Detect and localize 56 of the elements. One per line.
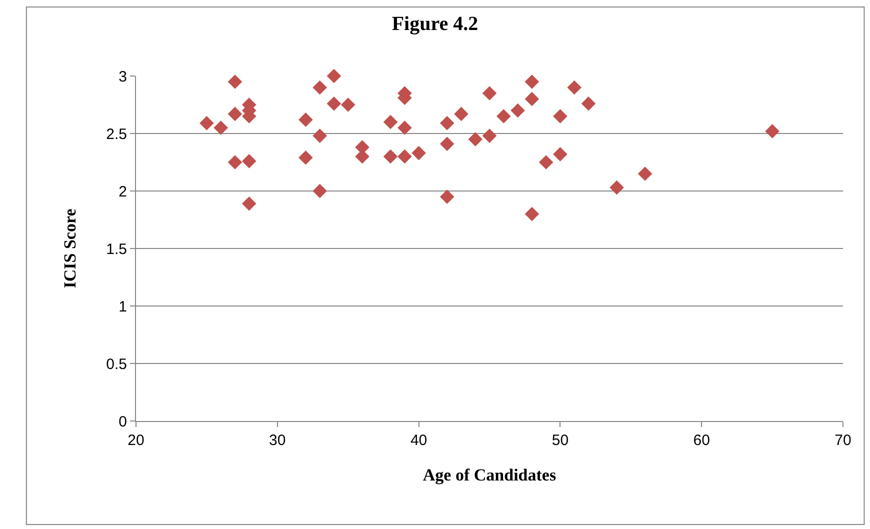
point — [538, 155, 554, 170]
point — [228, 106, 242, 122]
point — [468, 132, 483, 146]
y-tick-label: 1 — [118, 298, 127, 316]
point — [298, 112, 313, 127]
point — [326, 68, 342, 84]
y-tick-label: 0.5 — [106, 356, 127, 373]
point — [567, 80, 582, 95]
point — [200, 116, 214, 130]
y-tick-label: 1.5 — [106, 240, 127, 258]
x-tick-label: 30 — [269, 432, 286, 449]
point — [440, 116, 454, 130]
point — [440, 190, 454, 204]
y-tick-label: 3 — [118, 68, 127, 86]
point — [298, 150, 313, 165]
point — [312, 184, 327, 198]
point — [398, 149, 412, 164]
x-tick-label: 50 — [552, 432, 569, 449]
y-axis-title: ICIS Score — [60, 208, 80, 288]
point — [242, 196, 256, 211]
point — [383, 114, 398, 130]
chart-title: Figure 4.2 — [392, 12, 478, 35]
point — [524, 206, 540, 222]
y-tick-label: 0 — [118, 413, 127, 430]
point — [326, 96, 342, 111]
point — [524, 92, 540, 106]
x-tick-label: 70 — [834, 432, 852, 449]
point — [454, 106, 468, 122]
y-tick-label: 2.5 — [106, 126, 127, 143]
x-tick-label: 60 — [693, 432, 710, 449]
point — [228, 74, 242, 89]
y-tick-label: 2 — [118, 183, 127, 200]
point — [638, 166, 652, 181]
point — [610, 180, 624, 195]
point — [581, 96, 596, 111]
point — [496, 109, 511, 124]
point — [524, 74, 540, 89]
point — [383, 149, 398, 164]
point — [312, 128, 327, 143]
point — [412, 146, 426, 160]
point — [340, 98, 356, 112]
point — [214, 120, 228, 135]
point — [312, 80, 327, 95]
x-tick-label: 20 — [128, 432, 144, 449]
point — [398, 120, 412, 135]
point — [765, 124, 780, 138]
point — [482, 86, 497, 100]
point — [242, 154, 256, 168]
point — [440, 136, 454, 151]
point — [553, 147, 568, 162]
point — [228, 155, 242, 170]
x-axis-title: Age of Candidates — [422, 465, 556, 484]
point — [510, 103, 525, 118]
point — [482, 128, 497, 143]
point — [553, 109, 568, 124]
x-tick-label: 40 — [410, 432, 428, 449]
